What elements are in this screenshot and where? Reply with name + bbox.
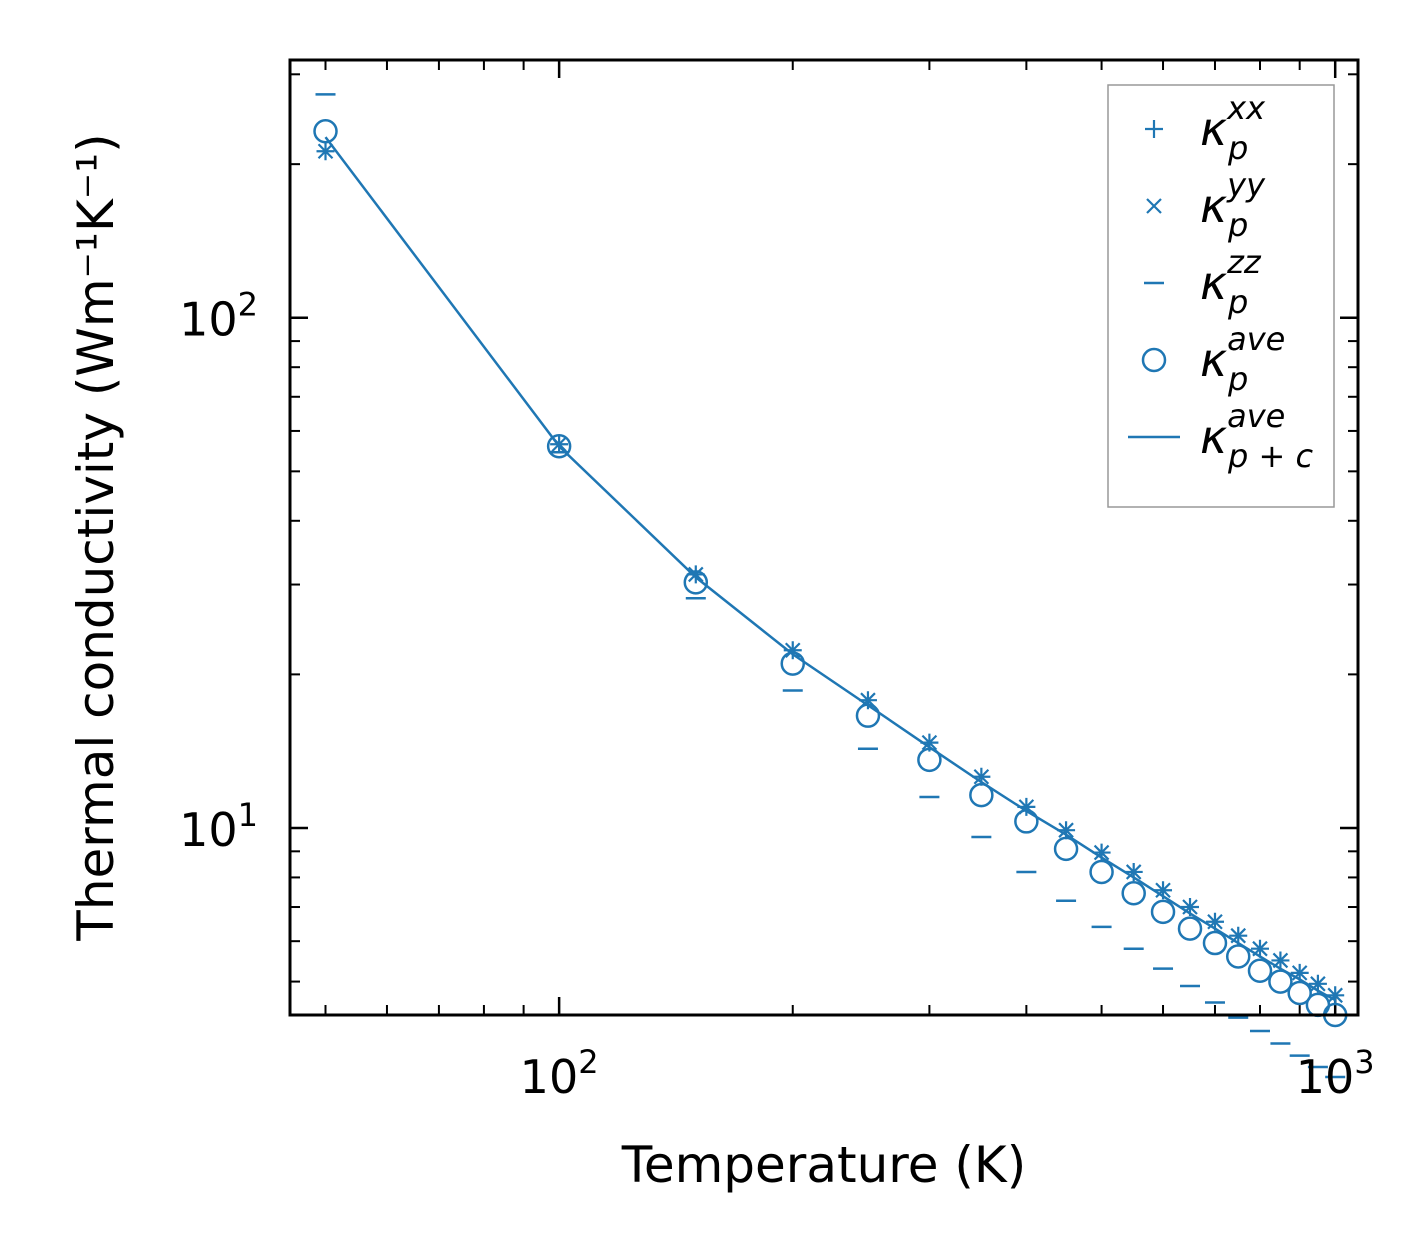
data-point xyxy=(1125,864,1142,880)
data-point xyxy=(1327,987,1343,1004)
legend-entry: κave p xyxy=(1141,320,1285,398)
tick-label-base: 10 xyxy=(179,803,238,857)
data-point xyxy=(1202,930,1228,956)
legend-entry: κyy p xyxy=(1146,166,1266,244)
legend-superscript: xx xyxy=(1226,89,1266,127)
data-point xyxy=(1093,844,1110,861)
data-point xyxy=(973,768,990,785)
legend-entry: κave p + c xyxy=(1128,397,1313,475)
legend-subscript: p xyxy=(1227,283,1248,321)
legend-subscript: p + c xyxy=(1227,437,1313,475)
series-layer xyxy=(313,93,1348,1079)
series-kappa_p_zz xyxy=(315,93,1346,1079)
data-point xyxy=(1121,880,1146,906)
data-point xyxy=(969,782,994,808)
legend-label: κave p + c xyxy=(1200,397,1313,475)
series-kappa_p+c_ave xyxy=(324,136,1336,1002)
legend-symbol: κ xyxy=(1200,410,1227,464)
y-tick-label: 102 xyxy=(179,286,258,347)
tick-label-base: 10 xyxy=(1296,1050,1355,1104)
legend-entry: κzz p xyxy=(1144,243,1262,321)
data-point xyxy=(546,433,572,459)
data-point xyxy=(688,566,704,583)
legend-symbol: κ xyxy=(1200,333,1227,387)
data-point xyxy=(1177,916,1203,941)
legend-label: κyy p xyxy=(1200,166,1266,244)
y-axis-label: Thermal conductivity (Wm⁻¹K⁻¹) xyxy=(67,133,125,941)
data-point xyxy=(1247,958,1273,984)
legend-marker xyxy=(1145,120,1163,138)
legend-symbol: κ xyxy=(1200,102,1227,156)
tick-label-exponent: 3 xyxy=(1354,1043,1374,1081)
legend-label: κave p xyxy=(1200,320,1285,398)
major-ticks xyxy=(290,60,1358,1015)
legend-symbol: κ xyxy=(1200,179,1227,233)
legend-superscript: zz xyxy=(1226,243,1262,281)
data-point xyxy=(1225,944,1251,969)
tick-label-exponent: 1 xyxy=(238,796,258,834)
data-point xyxy=(317,143,334,160)
data-point xyxy=(1150,899,1176,925)
legend-superscript: yy xyxy=(1226,166,1266,204)
data-point xyxy=(1089,859,1114,885)
legend-superscript: ave xyxy=(1227,397,1285,435)
x-tick-label: 102 xyxy=(520,1043,599,1104)
data-point xyxy=(780,651,805,676)
data-point xyxy=(917,747,942,773)
legend-marker xyxy=(1146,198,1162,214)
x-tick-label: 103 xyxy=(1296,1043,1375,1104)
data-point xyxy=(1287,980,1312,1006)
legend-symbol: κ xyxy=(1200,256,1227,310)
y-tick-label: 101 xyxy=(179,796,258,857)
tick-label-base: 10 xyxy=(179,293,238,347)
legend-subscript: p xyxy=(1227,360,1248,398)
data-point xyxy=(683,570,709,595)
tick-label-base: 10 xyxy=(520,1050,579,1104)
data-point xyxy=(921,734,938,751)
plot-frame xyxy=(288,58,1360,1017)
data-point xyxy=(1053,836,1079,862)
legend-superscript: ave xyxy=(1227,320,1285,358)
data-point xyxy=(313,119,338,144)
series-line xyxy=(324,136,1336,1002)
legend-subscript: p xyxy=(1227,206,1248,244)
data-point xyxy=(1268,969,1293,994)
data-point xyxy=(1058,822,1074,838)
data-point xyxy=(1155,882,1171,899)
legend-subscript: p xyxy=(1227,129,1248,167)
legend-label: κxx p xyxy=(1200,89,1266,167)
legend-entry: κxx p xyxy=(1145,89,1266,167)
minor-ticks xyxy=(290,60,1358,1015)
tick-label-exponent: 2 xyxy=(578,1043,598,1081)
legend-marker xyxy=(1141,347,1167,373)
legend-label: κzz p xyxy=(1200,243,1262,321)
x-axis-label: Temperature (K) xyxy=(621,1136,1026,1194)
tick-label-exponent: 2 xyxy=(238,286,258,324)
